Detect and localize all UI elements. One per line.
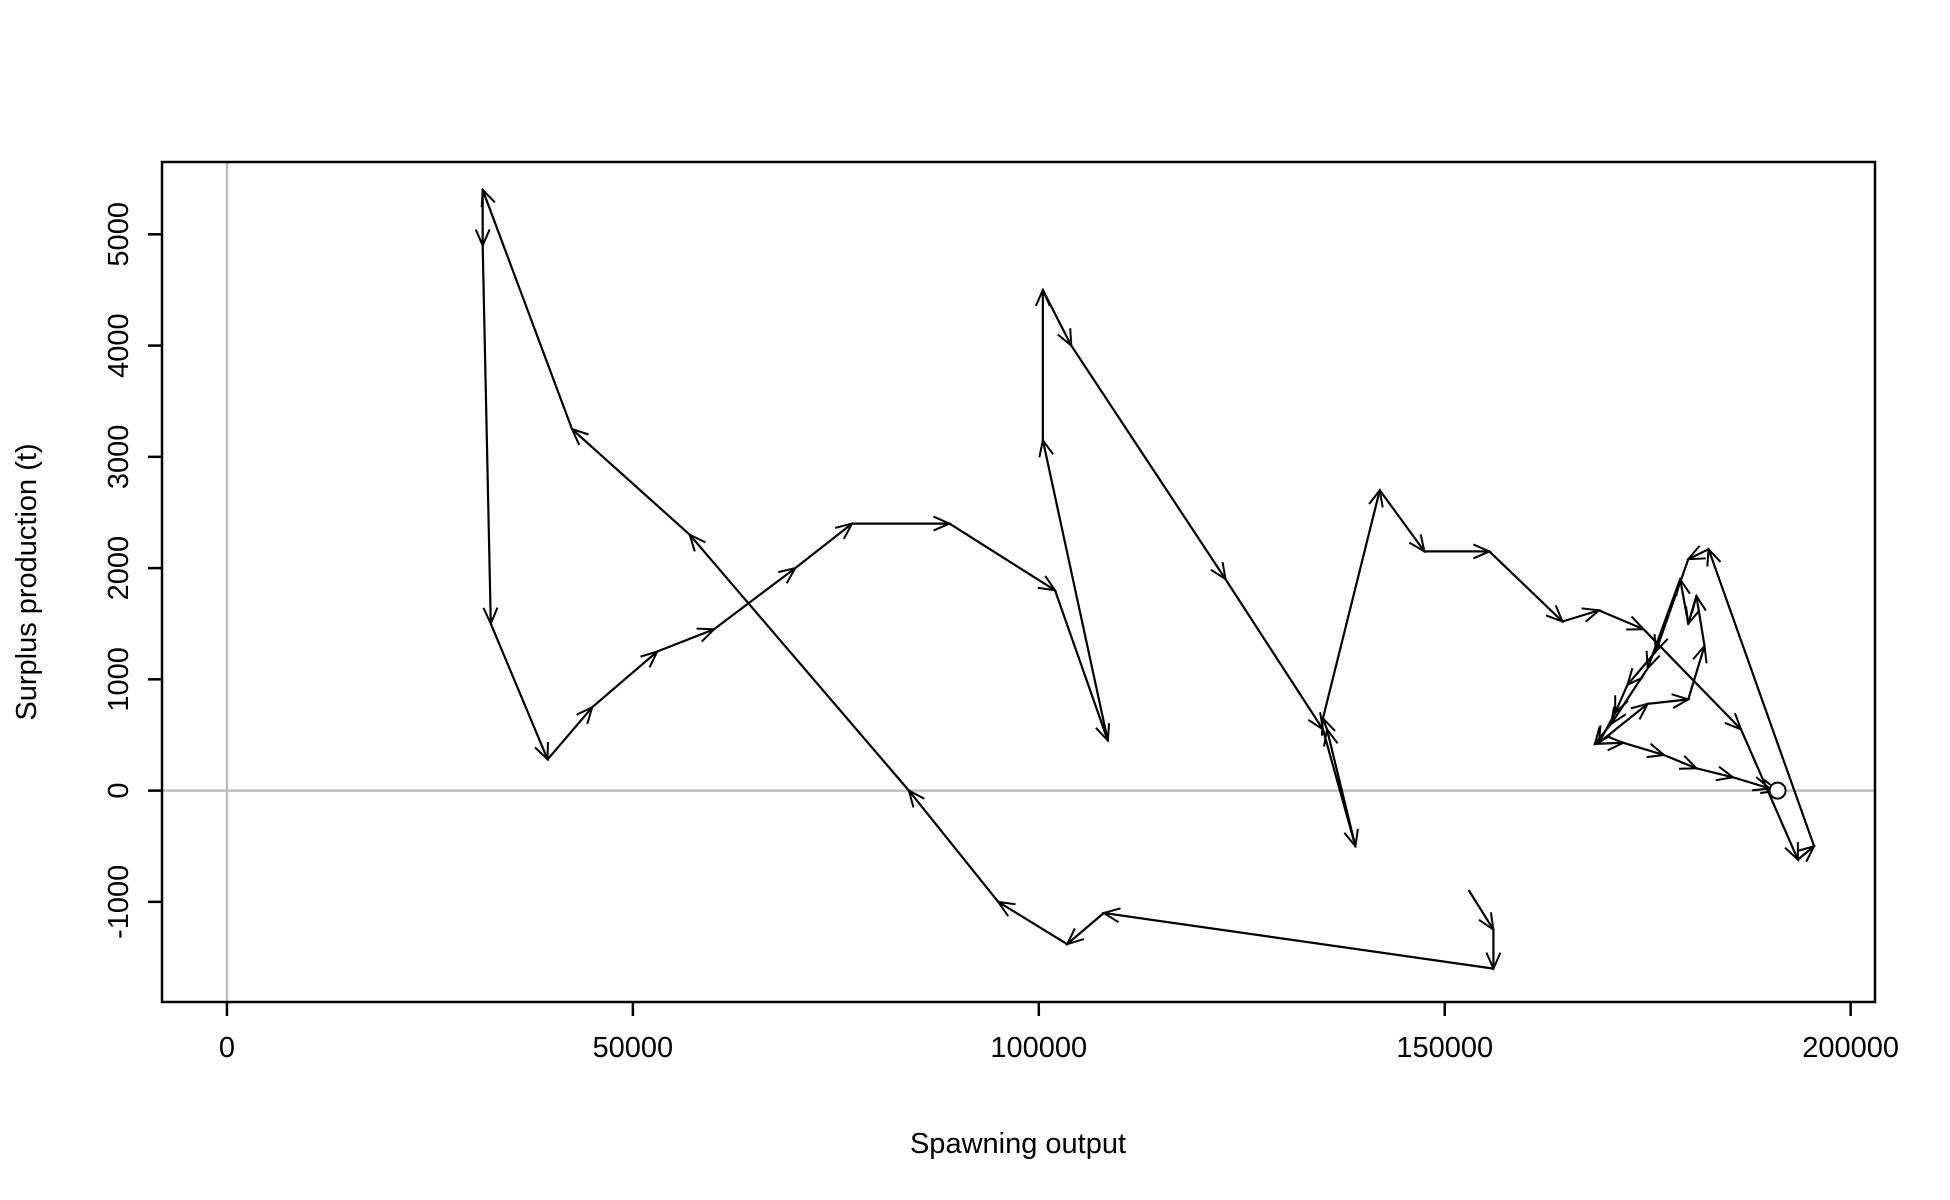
trajectory-segment	[1561, 610, 1599, 623]
x-tick-label: 200000	[1802, 1032, 1899, 1064]
y-tick-label: 3000	[103, 425, 135, 490]
end-point-marker	[1768, 781, 1787, 800]
trajectory-segment	[1656, 558, 1690, 651]
trajectory-segment	[1646, 699, 1689, 703]
trajectory-segment	[1597, 704, 1648, 744]
trajectory-segment	[656, 629, 714, 653]
y-tick-label: -1000	[103, 865, 135, 939]
y-tick-label: 4000	[103, 313, 135, 378]
trajectory-segment	[1688, 594, 1696, 624]
y-tick-label: 5000	[103, 202, 135, 267]
trajectory-segment	[1597, 609, 1644, 629]
trajectory-segment	[483, 190, 574, 431]
trajectory-segment	[546, 707, 593, 761]
trajectory-segment	[1067, 911, 1105, 944]
trajectory-segment	[572, 429, 691, 536]
x-axis-title: Spawning output	[910, 1128, 1126, 1160]
plot-frame	[160, 160, 1877, 1004]
x-tick-label: 150000	[1396, 1032, 1493, 1064]
trajectory-segment	[1041, 288, 1071, 346]
trajectory-segment	[1593, 743, 1623, 744]
trajectory-segment	[690, 535, 911, 792]
trajectory-segment	[1611, 667, 1649, 724]
trajectory-segment	[1695, 768, 1733, 777]
trajectory-segment	[1648, 578, 1682, 668]
trajectory-segment	[1796, 846, 1814, 859]
trajectory-segment	[1467, 889, 1493, 930]
trajectory-segment	[1709, 549, 1816, 848]
trajectory-segment	[1739, 728, 1799, 859]
trajectory-segment	[1327, 729, 1357, 848]
trajectory-segment	[1104, 913, 1495, 970]
trajectory-segment	[998, 902, 1069, 946]
trajectory-segment	[1323, 718, 1327, 729]
trajectory-segment	[1043, 440, 1109, 742]
trajectory-segment	[481, 244, 491, 623]
trajectory-segment	[1488, 550, 1562, 621]
y-tick-label: 2000	[103, 536, 135, 601]
trajectory-segment	[794, 524, 852, 570]
trajectory-segment	[1070, 344, 1225, 580]
trajectory-segment	[1680, 579, 1688, 625]
trajectory-segment	[591, 652, 657, 709]
trajectory-segment	[712, 568, 795, 631]
y-tick-label: 0	[103, 783, 135, 799]
trajectory-segment	[948, 522, 1055, 591]
trajectory-segment	[1595, 722, 1613, 744]
trajectory-segment	[1378, 489, 1425, 551]
trajectory-segment	[1688, 549, 1710, 559]
trajectory-segment	[1696, 596, 1704, 648]
x-tick-label: 50000	[593, 1032, 674, 1064]
x-tick-label: 100000	[990, 1032, 1087, 1064]
trajectory-segment	[1224, 578, 1323, 729]
trajectory-segment	[1321, 490, 1380, 720]
trajectory-segment	[1053, 589, 1108, 740]
trajectory-segment	[909, 791, 1000, 903]
y-axis-title: Surplus production (t)	[11, 443, 43, 720]
trajectory-segment	[1622, 741, 1664, 755]
x-tick-label: 0	[219, 1032, 235, 1064]
trajectory-segment	[1662, 753, 1696, 768]
y-tick-label: 1000	[103, 647, 135, 712]
trajectory-segment	[1687, 646, 1704, 701]
trajectory-segment	[489, 622, 548, 760]
